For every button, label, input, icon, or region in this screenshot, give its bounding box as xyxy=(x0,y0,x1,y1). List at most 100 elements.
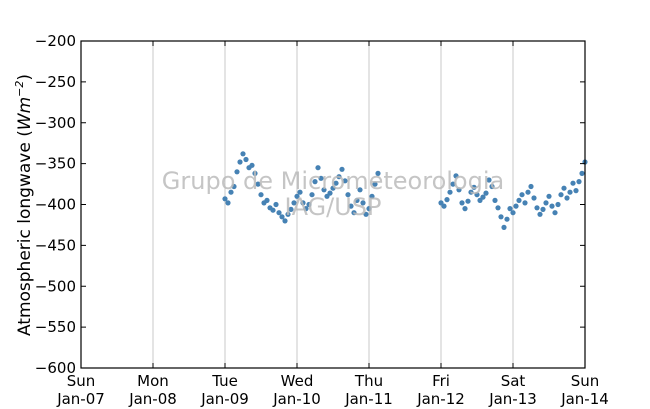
data-point xyxy=(348,203,354,209)
data-point xyxy=(570,180,576,186)
data-point xyxy=(501,224,507,230)
y-tick-label: −600 xyxy=(35,359,76,377)
data-point xyxy=(555,201,561,208)
data-point xyxy=(297,189,303,195)
data-point xyxy=(489,183,495,190)
x-tick-label-date: Jan-13 xyxy=(488,390,537,408)
data-point xyxy=(456,187,462,193)
data-point xyxy=(339,166,345,172)
data-point xyxy=(516,197,522,203)
y-axis-label-unit: Wm xyxy=(15,97,35,130)
data-point xyxy=(258,192,264,198)
data-point xyxy=(522,200,528,206)
data-point xyxy=(462,206,468,212)
data-point xyxy=(546,193,552,199)
data-point xyxy=(318,175,324,181)
data-point xyxy=(465,198,471,204)
data-point xyxy=(495,205,501,211)
data-point xyxy=(306,201,312,208)
data-point xyxy=(486,177,492,183)
data-point xyxy=(453,173,459,179)
data-point xyxy=(336,174,342,180)
data-points xyxy=(222,151,588,230)
x-axis: SunJan-07MonJan-08TueJan-09WedJan-10ThuJ… xyxy=(56,41,609,408)
data-point xyxy=(240,151,246,157)
data-point xyxy=(360,200,366,206)
data-point xyxy=(234,169,240,175)
data-point xyxy=(228,189,234,195)
data-point xyxy=(351,210,357,216)
data-point xyxy=(372,181,378,187)
data-point xyxy=(549,203,555,209)
data-point xyxy=(552,210,558,216)
data-point xyxy=(264,197,270,203)
y-axis-label-text: Atmospheric longwave ( xyxy=(15,130,35,336)
y-tick-label: −400 xyxy=(35,196,76,214)
data-point xyxy=(519,192,525,198)
x-tick-label-date: Jan-09 xyxy=(200,390,249,408)
data-point xyxy=(474,192,480,198)
data-point xyxy=(471,184,477,190)
data-point xyxy=(312,179,318,185)
x-tick-label-day: Fri xyxy=(432,372,450,390)
x-tick-label-date: Jan-07 xyxy=(56,390,105,408)
data-point xyxy=(561,185,567,191)
data-point xyxy=(558,192,564,198)
data-point xyxy=(477,197,483,203)
data-point xyxy=(480,194,486,200)
data-point xyxy=(354,197,360,203)
y-axis: −200 −250 −300 −350 −400 −450 −500 −550 −600 xyxy=(35,32,585,377)
data-point xyxy=(525,189,531,195)
data-point xyxy=(576,179,582,185)
y-tick-label: −350 xyxy=(35,155,76,173)
x-tick-label-date: Jan-14 xyxy=(560,390,609,408)
y-tick-label: −250 xyxy=(35,73,76,91)
x-tick-label-date: Jan-12 xyxy=(416,390,465,408)
data-point xyxy=(282,218,288,224)
data-point xyxy=(273,201,279,208)
y-tick-label: −550 xyxy=(35,318,76,336)
data-point xyxy=(252,170,258,176)
data-point xyxy=(315,165,321,171)
y-axis-label: Atmospheric longwave (Wm−2) xyxy=(13,74,35,336)
data-point xyxy=(327,190,333,196)
x-tick-label-day: Wed xyxy=(281,372,314,390)
data-point xyxy=(279,214,285,220)
data-point xyxy=(300,200,306,206)
data-point xyxy=(333,180,339,186)
data-point xyxy=(270,207,276,213)
data-point xyxy=(540,206,546,212)
data-point xyxy=(504,216,510,222)
data-point xyxy=(330,185,336,191)
data-point xyxy=(345,192,351,198)
data-point xyxy=(321,187,327,193)
y-axis-label-close: ) xyxy=(15,74,35,81)
data-point xyxy=(357,187,363,193)
data-point xyxy=(441,203,447,209)
data-point xyxy=(498,214,504,220)
x-tick-label-date: Jan-08 xyxy=(128,390,177,408)
y-tick-label: −200 xyxy=(35,32,76,50)
x-tick-label-day: Sun xyxy=(571,372,600,390)
data-point xyxy=(507,206,513,212)
data-point xyxy=(564,195,570,201)
x-tick-label-day: Thu xyxy=(354,372,383,390)
data-point xyxy=(237,159,243,165)
data-point xyxy=(255,181,261,187)
data-point xyxy=(459,200,465,206)
data-point xyxy=(249,162,255,168)
watermark-line-1: Grupo de Micrometeorologia xyxy=(162,167,504,195)
data-point xyxy=(303,206,309,212)
data-point xyxy=(342,178,348,184)
data-point xyxy=(450,181,456,187)
data-point xyxy=(579,170,585,176)
data-point xyxy=(537,211,543,217)
data-point xyxy=(375,170,381,176)
x-tick-label-day: Tue xyxy=(211,372,238,390)
x-tick-label-date: Jan-10 xyxy=(272,390,321,408)
data-point xyxy=(366,206,372,212)
data-point xyxy=(231,183,237,190)
data-point xyxy=(531,195,537,201)
data-point xyxy=(225,200,231,206)
data-point xyxy=(363,211,369,217)
